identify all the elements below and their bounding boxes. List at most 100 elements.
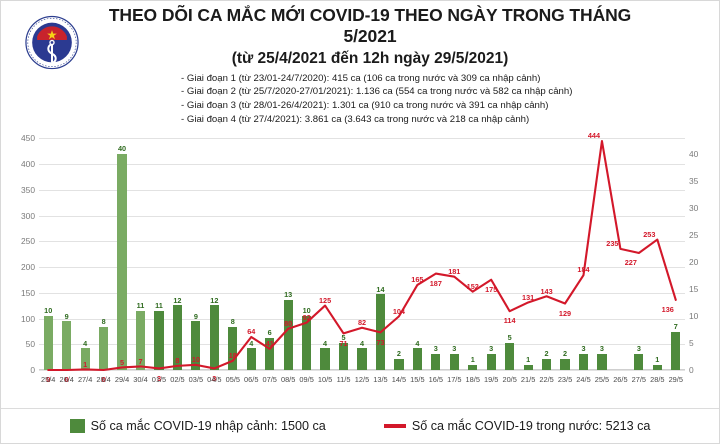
page-title: THEO DÕI CA MẮC MỚI COVID-19 THEO NGÀY T… xyxy=(108,5,632,47)
bar xyxy=(560,359,570,370)
chart-legend: Số ca mắc COVID-19 nhập cảnh: 1500 ca Số… xyxy=(1,408,719,443)
line-value-label: 80 xyxy=(284,319,293,329)
bar xyxy=(246,348,256,370)
line-value-label: 129 xyxy=(558,308,572,318)
line-value-label: 73 xyxy=(376,337,385,347)
y-axis-left-tick: 0 xyxy=(30,365,35,376)
bar xyxy=(634,353,644,370)
y-axis-right-tick: 15 xyxy=(689,284,699,295)
line-value-label: 0 xyxy=(46,375,51,385)
line-value-label: 235 xyxy=(606,239,619,249)
bar-value-label: 2 xyxy=(562,349,568,359)
y-axis-right-tick: 40 xyxy=(689,149,699,160)
y-axis-right-tick: 30 xyxy=(689,203,699,214)
bar-value-label: 4 xyxy=(249,338,254,348)
bar-value-label: 5 xyxy=(341,333,346,343)
x-axis-tick: 27/4 xyxy=(77,375,93,385)
bar-value-label: 4 xyxy=(323,338,328,348)
line-value-label: 18 xyxy=(228,350,237,360)
line-value-label: 8 xyxy=(175,356,180,366)
legend-item-domestic: Số ca mắc COVID-19 trong nước: 5213 ca xyxy=(383,419,651,433)
bar xyxy=(357,348,367,370)
bar-value-label: 13 xyxy=(284,290,293,300)
legend-label-domestic: Số ca mắc COVID-19 trong nước: 5213 ca xyxy=(411,419,651,433)
line-value-label: 136 xyxy=(661,305,674,315)
chart-area: 0 50 100 150 200 250 300 350 400 450 0 5 10 15 20 25 30 3… xyxy=(1,130,719,408)
x-axis-tick: 16/5 xyxy=(428,375,444,385)
bar xyxy=(80,348,90,370)
bar xyxy=(486,353,496,370)
legend-label-imported: Số ca mắc COVID-19 nhập cảnh: 1500 ca xyxy=(90,419,326,433)
y-axis-left-tick: 400 xyxy=(21,159,35,170)
y-axis-right-tick: 5 xyxy=(689,338,694,349)
x-axis-tick: 03/5 xyxy=(188,375,204,385)
x-axis-tick: 10/5 xyxy=(317,375,333,385)
line-value-label: 181 xyxy=(448,266,461,276)
x-axis-tick: 15/5 xyxy=(410,375,425,385)
bar-value-label: 6 xyxy=(267,327,272,337)
bar-value-label: 11 xyxy=(136,300,145,310)
y-axis-left-tick: 150 xyxy=(21,287,35,298)
bar xyxy=(135,310,146,370)
y-axis-left-tick: 300 xyxy=(21,210,35,221)
bar xyxy=(62,321,72,370)
line-value-label: 165 xyxy=(411,275,424,285)
phase-summary-list: - Giai đoạn 1 (từ 23/01-24/7/2020): 415 … xyxy=(1,72,719,126)
line-value-label: 5 xyxy=(120,357,125,367)
bar xyxy=(468,364,478,370)
x-axis-tick: 27/5 xyxy=(631,375,647,385)
x-axis-tick: 20/5 xyxy=(502,375,517,385)
title-block: THEO DÕI CA MẮC MỚI COVID-19 THEO NGÀY T… xyxy=(1,5,719,69)
phase-line: - Giai đoạn 2 (từ 25/7/2020-27/01/2021):… xyxy=(181,86,573,98)
bar xyxy=(597,353,607,370)
x-axis-tick: 13/5 xyxy=(373,375,388,385)
y-axis-left-tick: 100 xyxy=(21,313,35,324)
bar-value-label: 40 xyxy=(117,144,127,154)
grid-line xyxy=(39,318,685,320)
bar-value-label: 4 xyxy=(83,338,88,348)
line-value-label: 64 xyxy=(247,327,256,337)
line-value-label: 114 xyxy=(503,316,516,326)
x-axis-tick: 24/5 xyxy=(576,375,591,385)
x-axis-tick: 11/5 xyxy=(336,375,351,385)
x-axis-tick: 23/5 xyxy=(557,375,573,385)
legend-line-swatch-icon xyxy=(383,424,406,428)
bar xyxy=(412,348,422,370)
bar-value-label: 1 xyxy=(655,354,660,364)
x-axis-tick: 19/5 xyxy=(483,375,499,385)
grid-line xyxy=(39,138,685,140)
bar-value-label: 8 xyxy=(230,317,235,327)
bar xyxy=(449,353,459,370)
line-value-label: 253 xyxy=(643,229,656,239)
bar-value-label: 2 xyxy=(396,349,401,359)
bar-value-label: 4 xyxy=(415,338,420,348)
x-axis-tick: 06/5 xyxy=(244,375,259,385)
bar-value-label: 9 xyxy=(64,311,69,321)
phase-line: - Giai đoạn 4 (từ 27/4/2021): 3.861 ca (… xyxy=(181,113,530,125)
bar xyxy=(431,353,441,370)
bar-value-label: 10 xyxy=(44,306,53,316)
grid-line xyxy=(39,292,685,294)
bar-value-label: 4 xyxy=(359,338,365,348)
line-value-label: 175 xyxy=(485,285,498,295)
line-value-label: 227 xyxy=(624,258,637,268)
bar-value-label: 12 xyxy=(173,295,182,305)
line-value-label: 3 xyxy=(156,373,161,383)
line-value-label: 125 xyxy=(318,295,332,305)
line-value-label: 0 xyxy=(64,375,69,385)
line-series xyxy=(47,140,677,372)
x-axis-tick: 17/5 xyxy=(447,375,462,385)
x-axis-tick: 26/4 xyxy=(59,375,74,385)
bar-value-label: 3 xyxy=(581,344,586,354)
x-axis-tick: 01/5 xyxy=(151,375,167,385)
x-axis-tick: 25/4 xyxy=(41,375,56,385)
line-value-label: 143 xyxy=(540,286,553,296)
line-value-label: 152 xyxy=(466,281,479,291)
x-axis-tick: 14/5 xyxy=(391,375,407,385)
x-axis-tick: 21/5 xyxy=(520,375,536,385)
x-axis-tick: 29/5 xyxy=(668,375,683,385)
grid-line xyxy=(39,241,685,243)
bar-value-label: 3 xyxy=(452,344,457,354)
bar xyxy=(541,359,552,370)
